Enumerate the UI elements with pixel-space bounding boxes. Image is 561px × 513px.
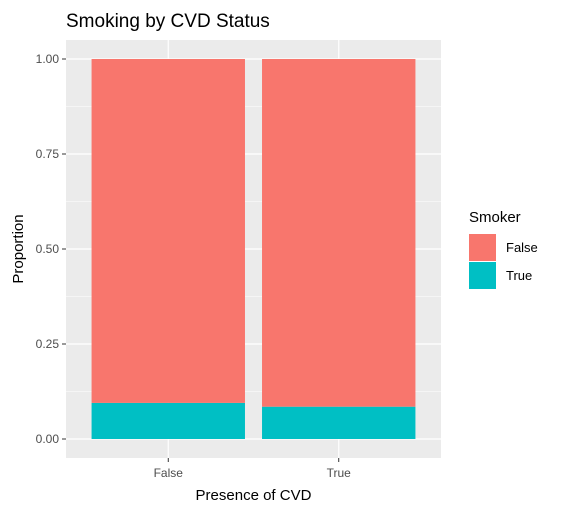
legend-label-false: False	[506, 240, 538, 255]
legend-key-true	[469, 262, 496, 289]
x-axis-title: Presence of CVD	[196, 487, 312, 504]
y-tick-label: 0.25	[36, 337, 60, 351]
bar-false-true	[262, 59, 416, 407]
bar-false-false	[91, 59, 245, 403]
bars	[91, 59, 416, 439]
y-axis: 0.00 0.25 0.50 0.75 1.00	[36, 52, 66, 446]
legend-label-true: True	[506, 268, 532, 283]
y-tick-label: 0.50	[36, 242, 60, 256]
y-tick-label: 0.00	[36, 432, 60, 446]
chart-title: Smoking by CVD Status	[66, 11, 270, 32]
y-tick-label: 1.00	[36, 52, 60, 66]
y-axis-title: Proportion	[10, 214, 27, 283]
legend: Smoker False True	[469, 209, 538, 289]
legend-title: Smoker	[469, 209, 521, 226]
y-tick-label: 0.75	[36, 147, 60, 161]
legend-key-false	[469, 234, 496, 261]
x-axis: False True	[154, 458, 352, 480]
x-tick-label: True	[327, 466, 352, 480]
x-tick-label: False	[154, 466, 184, 480]
bar-true-false	[91, 402, 245, 439]
bar-true-true	[262, 406, 416, 439]
